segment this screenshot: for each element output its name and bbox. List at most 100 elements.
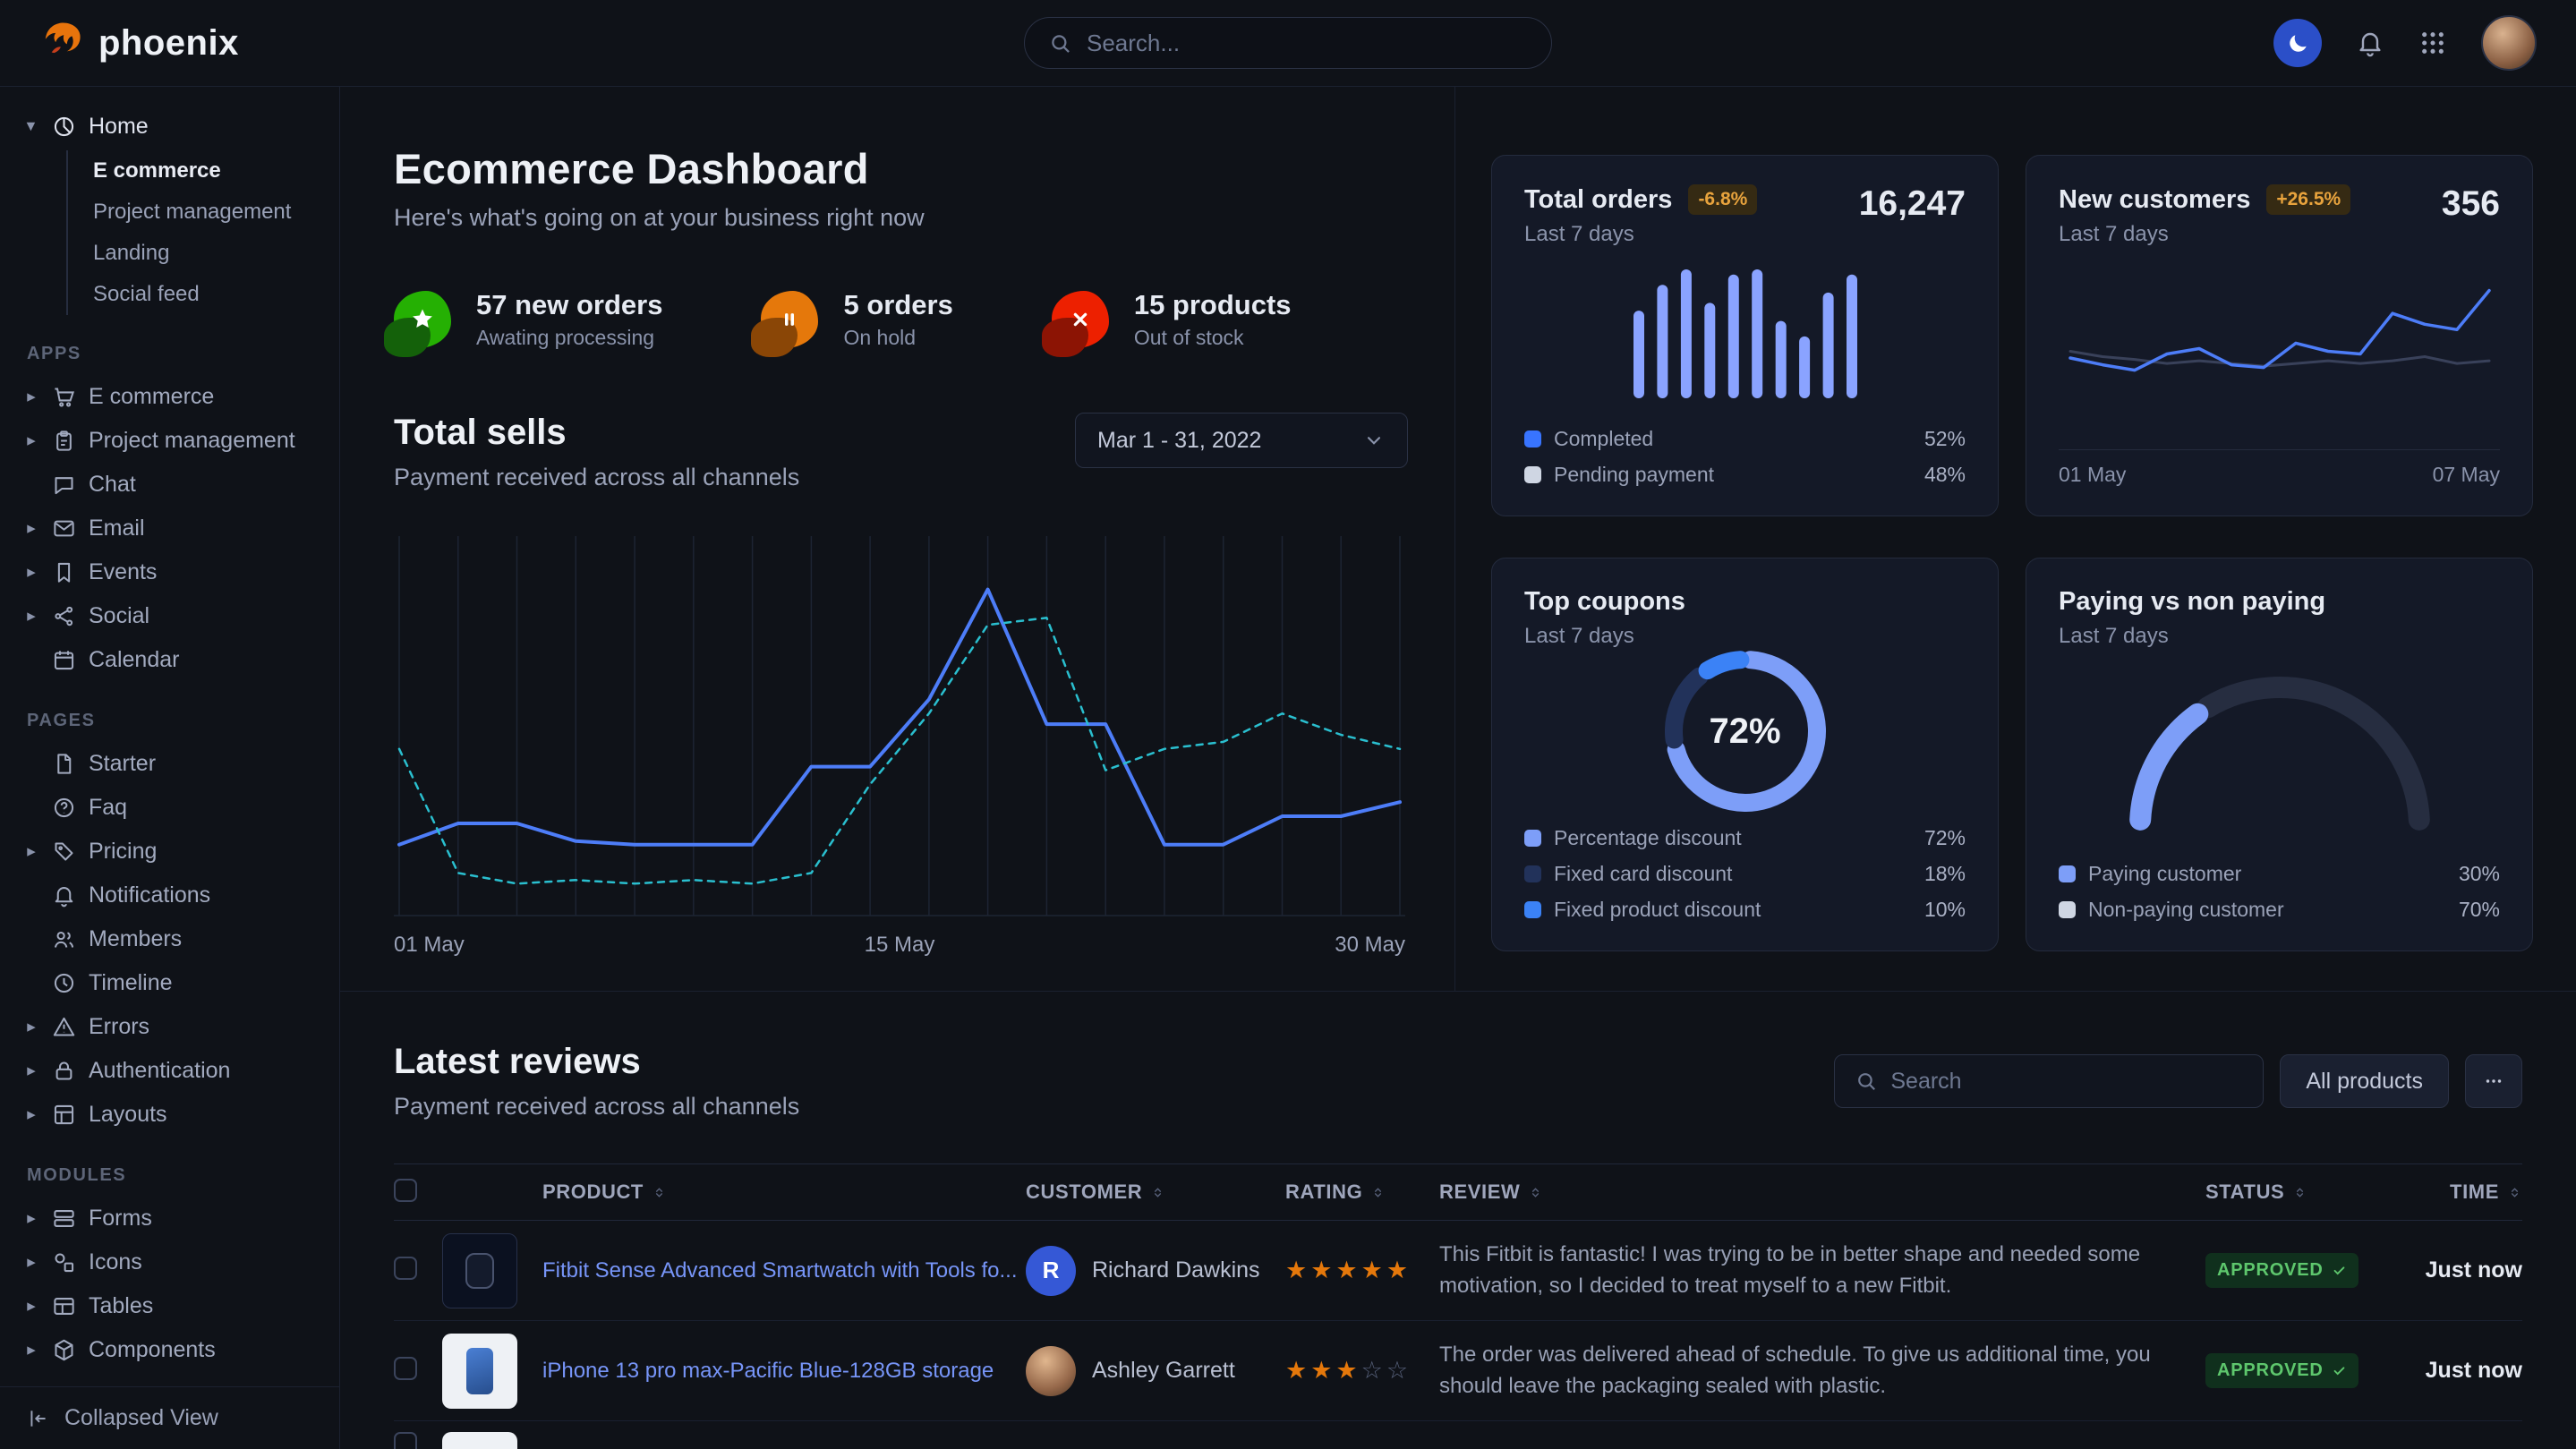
caret-icon: ▸ (23, 1340, 39, 1360)
page-title: Ecommerce Dashboard (394, 144, 1408, 193)
chat-icon (52, 473, 76, 497)
total-sells-x-labels: 01 May 15 May 30 May (394, 933, 1405, 958)
theme-toggle-button[interactable] (2273, 19, 2322, 67)
legend-swatch (2059, 901, 2076, 918)
grid-icon (2418, 29, 2447, 57)
global-search (1024, 17, 1552, 69)
total-sells-chart (394, 533, 1405, 922)
caret-icon: ▸ (23, 430, 39, 451)
sidebar-item-label: Icons (89, 1249, 142, 1275)
column-header-customer[interactable]: CUSTOMER (1026, 1181, 1285, 1204)
main-content: Ecommerce Dashboard Here's what's going … (340, 87, 2576, 1449)
customer-cell: Ashley Garrett (1026, 1346, 1285, 1396)
sidebar-item-label: Tables (89, 1293, 153, 1319)
sidebar-item-components[interactable]: ▸Components (0, 1328, 339, 1372)
sidebar-item-forms[interactable]: ▸Forms (0, 1197, 339, 1240)
caret-icon: ▸ (21, 119, 42, 135)
sidebar-section-apps: APPS (27, 344, 339, 364)
reviews-search-input[interactable] (1890, 1069, 2243, 1095)
caret-icon: ▸ (23, 562, 39, 583)
sidebar-item-social-feed[interactable]: Social feed (68, 274, 339, 315)
sidebar-item-calendar[interactable]: ▸Calendar (0, 638, 339, 682)
top-coupons-card: Top coupons Last 7 days 72% Percentage d… (1491, 558, 1999, 951)
sidebar-item-project-management[interactable]: Project management (68, 192, 339, 233)
row-checkbox[interactable] (394, 1357, 417, 1380)
legend-label: Fixed card discount (1554, 862, 1732, 886)
sidebar-item-faq[interactable]: ▸Faq (0, 786, 339, 830)
all-products-button[interactable]: All products (2280, 1054, 2449, 1108)
latest-reviews-title: Latest reviews (394, 1042, 799, 1082)
trend-badge: +26.5% (2266, 184, 2350, 215)
sidebar-item-timeline[interactable]: ▸Timeline (0, 961, 339, 1005)
total-sells-subtitle: Payment received across all channels (394, 464, 799, 491)
latest-reviews-subtitle: Payment received across all channels (394, 1093, 799, 1121)
column-header-rating[interactable]: RATING (1285, 1181, 1439, 1204)
select-all-checkbox[interactable] (394, 1179, 417, 1202)
lock-icon (52, 1059, 76, 1083)
legend-item: Non-paying customer70% (2059, 898, 2500, 922)
caret-icon: ▸ (23, 841, 39, 862)
chevron-down-icon (1362, 429, 1386, 452)
sidebar-item-social[interactable]: ▸Social (0, 594, 339, 638)
caret-icon: ▸ (23, 1017, 39, 1037)
product-link[interactable]: Fitbit Sense Advanced Smartwatch with To… (542, 1258, 1026, 1283)
sidebar-item-label: Layouts (89, 1102, 167, 1128)
column-header-review[interactable]: REVIEW (1439, 1181, 2205, 1204)
stat-value: 15 products (1134, 289, 1292, 321)
sidebar-item-landing[interactable]: Landing (68, 233, 339, 274)
bookmark-icon (52, 560, 76, 584)
moon-icon (2286, 31, 2310, 55)
donut-center-value: 72% (1709, 712, 1780, 752)
sidebar-item-errors[interactable]: ▸Errors (0, 1005, 339, 1049)
column-header-status[interactable]: STATUS (2205, 1181, 2384, 1204)
sidebar-item-events[interactable]: ▸Events (0, 550, 339, 594)
row-checkbox[interactable] (394, 1257, 417, 1280)
sidebar-item-pricing[interactable]: ▸Pricing (0, 830, 339, 874)
sidebar-item-authentication[interactable]: ▸Authentication (0, 1049, 339, 1093)
column-header-time[interactable]: TIME (2384, 1181, 2522, 1204)
collapsed-view-toggle[interactable]: Collapsed View (0, 1386, 339, 1449)
notifications-button[interactable] (2356, 29, 2384, 57)
customer-cell: RRichard Dawkins (1026, 1246, 1285, 1296)
sidebar-item-layouts[interactable]: ▸Layouts (0, 1093, 339, 1137)
row-checkbox[interactable] (394, 1432, 417, 1449)
top-navbar: phoenix (0, 0, 2576, 87)
caret-icon: ▸ (23, 1252, 39, 1273)
caret-icon: ▸ (23, 1296, 39, 1317)
sidebar-item-home[interactable]: ▸Home (0, 105, 339, 149)
sidebar-item-notifications[interactable]: ▸Notifications (0, 874, 339, 917)
legend-value: 52% (1924, 427, 1966, 451)
sidebar-item-e-commerce[interactable]: ▸E commerce (0, 375, 339, 419)
trend-badge: -6.8% (1688, 184, 1757, 215)
sidebar-item-tables[interactable]: ▸ Tables (0, 1284, 339, 1328)
product-link[interactable]: iPhone 13 pro max-Pacific Blue-128GB sto… (542, 1359, 1026, 1384)
tag-icon (52, 840, 76, 864)
legend-value: 30% (2459, 862, 2500, 886)
legend-value: 70% (2459, 898, 2500, 922)
sidebar-item-chat[interactable]: ▸Chat (0, 463, 339, 507)
date-range-select[interactable]: Mar 1 - 31, 2022 (1075, 413, 1408, 468)
user-avatar[interactable] (2481, 15, 2537, 71)
sidebar-item-label: E commerce (89, 384, 214, 410)
sidebar-item-icons[interactable]: ▸ Icons (0, 1240, 339, 1284)
stat-value: 57 new orders (476, 289, 662, 321)
new-customers-card: New customers +26.5% Last 7 days 356 01 … (2026, 155, 2533, 516)
brand-logo[interactable]: phoenix (39, 19, 239, 68)
sidebar-item-label: Members (89, 926, 182, 952)
sidebar-item-e-commerce[interactable]: E commerce (68, 150, 339, 192)
column-header-product[interactable]: PRODUCT (542, 1181, 1026, 1204)
customer-name: Richard Dawkins (1092, 1257, 1260, 1283)
search-icon (1048, 31, 1072, 55)
apps-grid-button[interactable] (2418, 29, 2447, 57)
search-input[interactable] (1087, 30, 1528, 57)
sidebar-item-label: Faq (89, 795, 127, 821)
collapsed-view-label: Collapsed View (64, 1405, 218, 1431)
sidebar-item-project-management[interactable]: ▸Project management (0, 419, 339, 463)
more-options-button[interactable] (2465, 1054, 2522, 1108)
sidebar-item-members[interactable]: ▸Members (0, 917, 339, 961)
total-orders-card: Total orders -6.8% Last 7 days 16,247 Co… (1491, 155, 1999, 516)
legend-value: 48% (1924, 463, 1966, 487)
sidebar-item-email[interactable]: ▸Email (0, 507, 339, 550)
sidebar-item-starter[interactable]: ▸Starter (0, 742, 339, 786)
cart-icon (52, 385, 76, 409)
